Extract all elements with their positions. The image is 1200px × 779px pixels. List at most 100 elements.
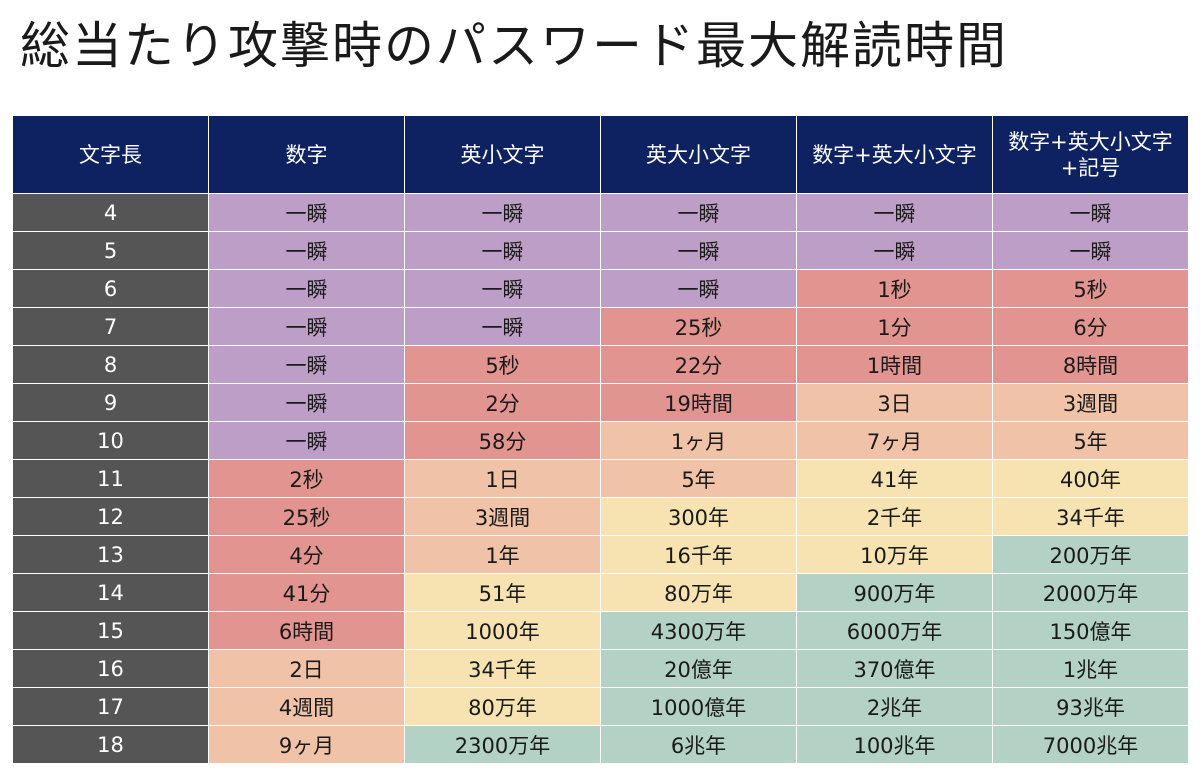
time-cell: 1ヶ月 (600, 421, 797, 460)
header-lowercase: 英小文字 (404, 115, 601, 194)
crack-time-table-container: 文字長 数字 英小文字 英大小文字 数字+英大小文字 数字+英大小文字+記号 4… (12, 115, 1189, 773)
time-cell: 7000兆年 (992, 725, 1189, 764)
time-cell: 一瞬 (796, 193, 993, 232)
length-cell: 7 (12, 307, 209, 346)
time-cell: 1年 (404, 535, 601, 574)
time-cell: 41分 (208, 573, 405, 612)
length-cell: 17 (12, 687, 209, 726)
time-cell: 4週間 (208, 687, 405, 726)
time-cell: 一瞬 (208, 307, 405, 346)
time-cell: 2300万年 (404, 725, 601, 764)
time-cell: 3日 (796, 383, 993, 422)
time-cell: 80万年 (600, 573, 797, 612)
length-cell: 15 (12, 611, 209, 650)
time-cell: 25秒 (208, 497, 405, 536)
time-cell: 25秒 (600, 307, 797, 346)
time-cell: 一瞬 (208, 269, 405, 308)
time-cell: 1000年 (404, 611, 601, 650)
table-row: 5 一瞬 一瞬 一瞬 一瞬 一瞬 (12, 231, 1189, 270)
time-cell: 1000億年 (600, 687, 797, 726)
table-row: 17 4週間 80万年 1000億年 2兆年 93兆年 (12, 687, 1189, 726)
time-cell: 370億年 (796, 649, 993, 688)
time-cell: 1日 (404, 459, 601, 498)
time-cell: 93兆年 (992, 687, 1189, 726)
time-cell: 6兆年 (600, 725, 797, 764)
time-cell: 8時間 (992, 345, 1189, 384)
time-cell: 一瞬 (992, 193, 1189, 232)
table-body: 4 一瞬 一瞬 一瞬 一瞬 一瞬 5 一瞬 一瞬 一瞬 一瞬 一瞬 6 一瞬 一瞬 一瞬 1秒 5秒 7 一瞬 一瞬 25… (12, 193, 1189, 764)
header-digits-mixed-case: 数字+英大小文字 (796, 115, 993, 194)
header-digits-mixed-case-symbols: 数字+英大小文字+記号 (992, 115, 1189, 194)
table-row: 15 6時間 1000年 4300万年 6000万年 150億年 (12, 611, 1189, 650)
time-cell: 200万年 (992, 535, 1189, 574)
time-cell: 5秒 (404, 345, 601, 384)
time-cell: 一瞬 (600, 231, 797, 270)
time-cell: 一瞬 (208, 421, 405, 460)
time-cell: 10万年 (796, 535, 993, 574)
table-row: 18 9ヶ月 2300万年 6兆年 100兆年 7000兆年 (12, 725, 1189, 764)
time-cell: 41年 (796, 459, 993, 498)
table-row: 13 4分 1年 16千年 10万年 200万年 (12, 535, 1189, 574)
time-cell: 300年 (600, 497, 797, 536)
table-row: 4 一瞬 一瞬 一瞬 一瞬 一瞬 (12, 193, 1189, 232)
crack-time-table: 文字長 数字 英小文字 英大小文字 数字+英大小文字 数字+英大小文字+記号 4… (12, 115, 1189, 764)
table-row: 12 25秒 3週間 300年 2千年 34千年 (12, 497, 1189, 536)
time-cell: 4分 (208, 535, 405, 574)
time-cell: 一瞬 (992, 231, 1189, 270)
time-cell: 19時間 (600, 383, 797, 422)
time-cell: 6分 (992, 307, 1189, 346)
time-cell: 5年 (992, 421, 1189, 460)
header-row: 文字長 数字 英小文字 英大小文字 数字+英大小文字 数字+英大小文字+記号 (12, 115, 1189, 194)
time-cell: 51年 (404, 573, 601, 612)
time-cell: 5秒 (992, 269, 1189, 308)
length-cell: 18 (12, 725, 209, 764)
header-digits: 数字 (208, 115, 405, 194)
time-cell: 2千年 (796, 497, 993, 536)
time-cell: 9ヶ月 (208, 725, 405, 764)
length-cell: 10 (12, 421, 209, 460)
time-cell: 一瞬 (404, 269, 601, 308)
table-row: 9 一瞬 2分 19時間 3日 3週間 (12, 383, 1189, 422)
time-cell: 2兆年 (796, 687, 993, 726)
table-row: 11 2秒 1日 5年 41年 400年 (12, 459, 1189, 498)
time-cell: 5年 (600, 459, 797, 498)
time-cell: 900万年 (796, 573, 993, 612)
time-cell: 100兆年 (796, 725, 993, 764)
table-header: 文字長 数字 英小文字 英大小文字 数字+英大小文字 数字+英大小文字+記号 (12, 115, 1189, 194)
time-cell: 58分 (404, 421, 601, 460)
table-row: 8 一瞬 5秒 22分 1時間 8時間 (12, 345, 1189, 384)
time-cell: 2分 (404, 383, 601, 422)
table-row: 10 一瞬 58分 1ヶ月 7ヶ月 5年 (12, 421, 1189, 460)
length-cell: 5 (12, 231, 209, 270)
time-cell: 一瞬 (208, 193, 405, 232)
length-cell: 9 (12, 383, 209, 422)
time-cell: 3週間 (992, 383, 1189, 422)
length-cell: 4 (12, 193, 209, 232)
time-cell: 1時間 (796, 345, 993, 384)
time-cell: 16千年 (600, 535, 797, 574)
header-length: 文字長 (12, 115, 209, 194)
time-cell: 1兆年 (992, 649, 1189, 688)
time-cell: 2秒 (208, 459, 405, 498)
time-cell: 22分 (600, 345, 797, 384)
time-cell: 1分 (796, 307, 993, 346)
time-cell: 一瞬 (404, 193, 601, 232)
time-cell: 一瞬 (208, 383, 405, 422)
length-cell: 16 (12, 649, 209, 688)
time-cell: 34千年 (404, 649, 601, 688)
time-cell: 2000万年 (992, 573, 1189, 612)
length-cell: 8 (12, 345, 209, 384)
time-cell: 4300万年 (600, 611, 797, 650)
length-cell: 11 (12, 459, 209, 498)
table-row: 14 41分 51年 80万年 900万年 2000万年 (12, 573, 1189, 612)
time-cell: 150億年 (992, 611, 1189, 650)
time-cell: 34千年 (992, 497, 1189, 536)
time-cell: 一瞬 (404, 231, 601, 270)
time-cell: 1秒 (796, 269, 993, 308)
length-cell: 6 (12, 269, 209, 308)
time-cell: 80万年 (404, 687, 601, 726)
time-cell: 一瞬 (208, 231, 405, 270)
time-cell: 400年 (992, 459, 1189, 498)
time-cell: 2日 (208, 649, 405, 688)
page-title: 総当たり攻撃時のパスワード最大解読時間 (20, 17, 1008, 75)
